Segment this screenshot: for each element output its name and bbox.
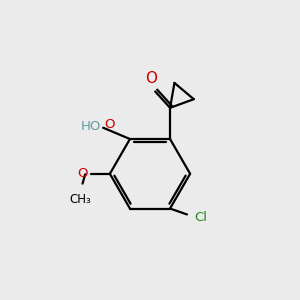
Text: O: O bbox=[104, 118, 115, 131]
Text: Cl: Cl bbox=[194, 211, 207, 224]
Text: O: O bbox=[78, 167, 88, 180]
Text: HO: HO bbox=[80, 120, 101, 133]
Text: O: O bbox=[145, 71, 157, 86]
Text: CH₃: CH₃ bbox=[69, 193, 91, 206]
